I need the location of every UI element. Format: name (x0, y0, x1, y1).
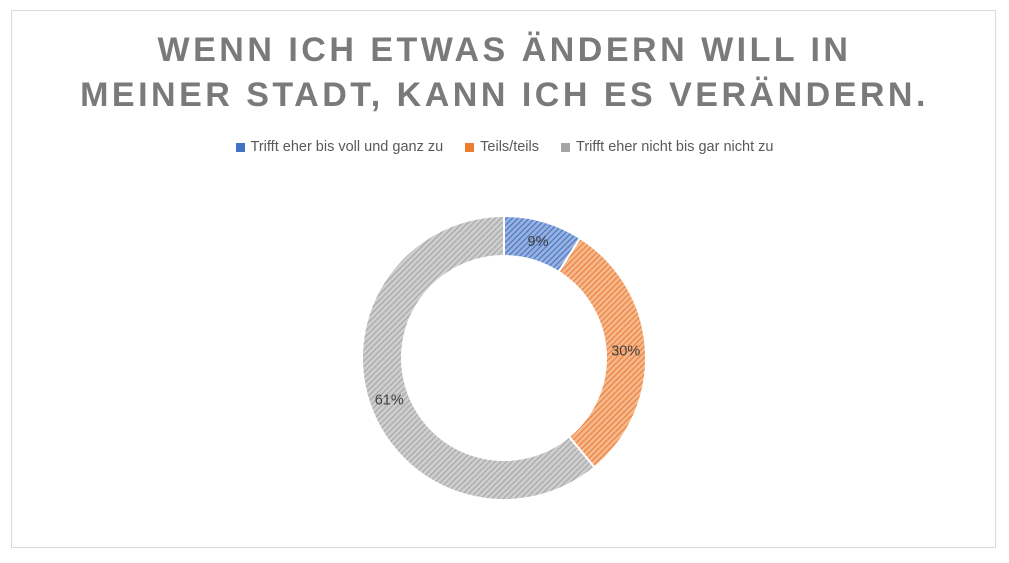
data-label-agree: 9% (528, 234, 549, 250)
chart-area (11, 10, 996, 548)
legend-label-partly: Teils/teils (480, 139, 539, 155)
chart-title-line-1: WENN ICH ETWAS ÄNDERN WILL IN (157, 31, 852, 69)
legend-label-disagree: Trifft eher nicht bis gar nicht zu (576, 139, 774, 155)
data-label-partly: 30% (611, 343, 640, 359)
donut-slice-disagree (361, 214, 596, 501)
legend-swatch-agree (235, 142, 245, 152)
legend-item-disagree: Trifft eher nicht bis gar nicht zu (561, 139, 773, 155)
legend-item-partly: Teils/teils (465, 139, 539, 155)
legend: Trifft eher bis voll und ganz zu Teils/t… (0, 139, 1009, 155)
data-label-disagree: 61% (375, 392, 404, 408)
legend-label-agree: Trifft eher bis voll und ganz zu (250, 139, 444, 155)
legend-swatch-partly (465, 142, 475, 152)
chart-title-line-2: MEINER STADT, KANN ICH ES VERÄNDERN. (80, 76, 929, 114)
chart-title: WENN ICH ETWAS ÄNDERN WILL IN MEINER STA… (0, 28, 1009, 118)
legend-item-agree: Trifft eher bis voll und ganz zu (235, 139, 444, 155)
legend-swatch-disagree (561, 142, 570, 152)
